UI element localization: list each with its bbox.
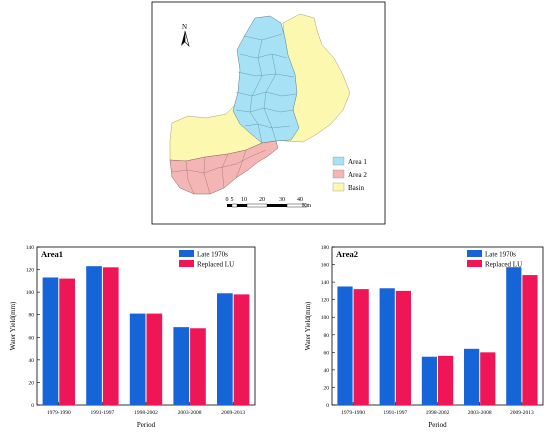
legend-label-replaced-lu: Replaced LU — [197, 261, 234, 269]
area2-subbasins — [171, 149, 267, 195]
bar-late-1970s — [129, 313, 146, 405]
legend-swatch-replaced-lu — [467, 260, 482, 267]
legend-swatch-area1 — [332, 156, 345, 166]
legend-label-replaced-lu: Replaced LU — [485, 261, 522, 269]
bar-late-1970s — [86, 266, 102, 405]
y-tick-label: 180 — [321, 245, 330, 251]
scale-label-0: 0 — [226, 197, 229, 203]
y-tick-label: 100 — [26, 290, 35, 296]
legend-swatch-area2 — [332, 169, 345, 179]
area1-subbasins — [235, 33, 297, 144]
legend-swatch-late-1970s — [467, 250, 482, 257]
y-tick-label: 40 — [29, 358, 35, 364]
y-axis-label: Water Yield(mm) — [304, 301, 312, 350]
legend-label-basin: Basin — [348, 184, 364, 192]
y-tick-label: 80 — [324, 333, 330, 339]
chart-area2: 0 20 40 60 80 100 120 140 160 180 1979-1990 1991-19… — [304, 245, 544, 429]
y-tick-label: 160 — [321, 263, 330, 269]
y-tick-label: 20 — [324, 385, 330, 391]
scale-label-20: 20 — [259, 197, 265, 203]
y-tick-label: 0 — [326, 403, 329, 409]
legend-label-area2: Area 2 — [348, 171, 367, 179]
scale-label-30: 30 — [279, 197, 285, 203]
x-tick-label: 1991-1997 — [90, 410, 114, 416]
bar-replaced-lu — [438, 355, 454, 405]
y-axis-label: Water Yield(mm) — [9, 301, 17, 350]
legend-swatch-late-1970s — [179, 250, 194, 257]
x-axis-label: Period — [428, 421, 447, 429]
area1-region — [232, 15, 300, 144]
bar-replaced-lu — [353, 289, 369, 405]
legend-label-area1: Area 1 — [348, 158, 367, 166]
chart-title: Area1 — [41, 249, 63, 259]
x-tick-label: 2009-2013 — [510, 410, 534, 416]
scale-bar — [227, 203, 308, 208]
scale-label-5: 5 — [231, 197, 234, 203]
bar-replaced-lu — [102, 267, 119, 405]
x-tick-label: 2009-2013 — [221, 410, 245, 416]
bar-late-1970s — [42, 277, 59, 405]
legend-swatch-replaced-lu — [179, 260, 194, 267]
bar-late-1970s — [421, 356, 437, 405]
legend-swatch-basin — [332, 182, 345, 192]
bar-late-1970s — [337, 286, 353, 405]
y-tick-label: 60 — [29, 335, 35, 341]
x-tick-label: 2003-2008 — [178, 410, 202, 416]
bar-replaced-lu — [146, 313, 163, 405]
bar-replaced-lu — [233, 294, 250, 405]
bar-replaced-lu — [59, 278, 75, 405]
x-tick-label: 1991-1997 — [383, 410, 407, 416]
x-tick-label: 1979-1990 — [341, 410, 365, 416]
bar-late-1970s — [379, 288, 395, 405]
y-tick-label: 60 — [324, 350, 330, 356]
x-tick-label: 2003-2008 — [468, 410, 492, 416]
bar-replaced-lu — [480, 352, 496, 405]
x-tick-label: 1979-1990 — [47, 410, 71, 416]
north-arrow-icon — [181, 30, 190, 48]
scale-label-10: 10 — [241, 197, 247, 203]
y-tick-label: 20 — [29, 380, 35, 386]
y-tick-label: 0 — [31, 403, 34, 409]
x-tick-label: 1998-2002 — [426, 410, 450, 416]
y-tick-label: 40 — [324, 368, 330, 374]
chart-area1: 0 20 40 60 80 100 120 140 1979-1990 1991-1997 1998… — [9, 245, 256, 429]
y-tick-label: 120 — [26, 268, 35, 274]
bar-replaced-lu — [190, 328, 206, 405]
north-label: N — [182, 23, 187, 31]
y-tick-label: 140 — [26, 245, 35, 251]
legend-label-late-1970s: Late 1970s — [485, 251, 516, 259]
bar-late-1970s — [217, 293, 233, 405]
y-tick-label: 120 — [321, 298, 330, 304]
y-tick-label: 100 — [321, 315, 330, 321]
map-panel: N Area 1 Area 2 Basin 0 5 10 20 3 — [151, 1, 386, 225]
bar-late-1970s — [173, 327, 190, 405]
chart-title: Area2 — [336, 249, 358, 259]
scale-unit: Km — [302, 203, 311, 209]
bar-late-1970s — [464, 348, 480, 405]
x-axis-label: Period — [137, 421, 156, 429]
bar-replaced-lu — [395, 290, 411, 405]
legend-label-late-1970s: Late 1970s — [197, 251, 228, 259]
scale-label-40: 40 — [297, 197, 303, 203]
y-tick-label: 80 — [29, 313, 35, 319]
area2-region — [169, 140, 279, 195]
x-tick-label: 1998-2002 — [134, 410, 158, 416]
y-tick-label: 140 — [321, 280, 330, 286]
bar-late-1970s — [506, 267, 522, 405]
bar-replaced-lu — [522, 275, 538, 405]
